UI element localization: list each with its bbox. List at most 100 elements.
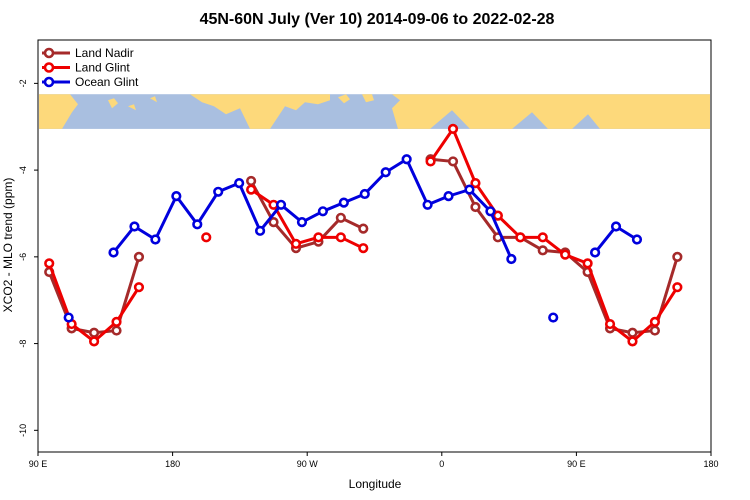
data-point <box>359 188 370 200</box>
y-axis-label: XCO2 - MLO trend (ppm) <box>1 178 15 313</box>
data-point <box>313 232 324 243</box>
data-point <box>133 282 145 293</box>
data-point <box>425 156 436 167</box>
map-land-1 <box>108 98 118 109</box>
x-tick-label: 90 W <box>297 459 319 469</box>
data-point <box>610 221 622 232</box>
legend-label: Land Nadir <box>75 46 134 60</box>
data-point <box>129 221 140 232</box>
world-map-band <box>39 94 710 129</box>
x-tick-label: 180 <box>165 459 180 469</box>
legend-swatch-marker <box>43 76 55 88</box>
data-point <box>604 318 616 330</box>
plot-frame <box>37 39 712 453</box>
data-point <box>234 178 245 189</box>
data-point <box>470 201 481 213</box>
map-land-2 <box>128 104 136 111</box>
data-point <box>88 327 100 338</box>
series-land-glint <box>44 123 683 347</box>
data-point <box>335 232 346 243</box>
data-point <box>537 232 548 243</box>
data-point <box>627 327 638 338</box>
data-point <box>470 178 481 189</box>
y-tick-label: -4 <box>18 166 28 174</box>
y-tick-label: -2 <box>18 79 28 87</box>
x-axis-label: Longitude <box>349 477 402 491</box>
y-tick-label: -10 <box>18 424 28 437</box>
legend-swatch-marker <box>43 47 55 59</box>
plot-axes: 90 E 180 90 W 0 90 E 180 -2 -4 -6 -8 -10 <box>18 39 719 469</box>
data-point <box>380 167 391 178</box>
data-point <box>422 199 433 210</box>
data-point <box>213 186 224 197</box>
series-ocean-glint <box>63 154 643 323</box>
data-point <box>582 258 593 269</box>
data-point <box>627 336 638 347</box>
data-point <box>171 191 182 202</box>
x-tick-label: 0 <box>439 459 444 469</box>
data-point <box>401 154 412 165</box>
legend-item: Land Glint <box>42 61 130 75</box>
map-land-4 <box>190 94 330 129</box>
series-line <box>429 127 679 343</box>
map-land-6 <box>362 94 374 103</box>
map-land-3 <box>150 96 157 103</box>
legend-item: Land Nadir <box>42 46 134 60</box>
data-point <box>268 217 279 228</box>
data-point <box>548 312 559 323</box>
data-point <box>649 316 661 327</box>
data-point <box>589 247 601 258</box>
series-layer <box>44 123 683 347</box>
legend-item: Ocean Glint <box>42 75 139 89</box>
data-point <box>296 217 308 228</box>
chart-title: 45N-60N July (Ver 10) 2014-09-06 to 2022… <box>200 11 555 28</box>
data-point <box>108 247 119 258</box>
data-point <box>537 245 548 256</box>
data-point <box>246 175 257 187</box>
map-land-0 <box>39 94 78 129</box>
y-tick-label: -6 <box>18 253 28 261</box>
data-point <box>63 312 74 323</box>
data-point <box>246 184 257 195</box>
data-point <box>492 210 503 221</box>
data-point <box>88 336 100 347</box>
y-tick-label: -8 <box>18 340 28 348</box>
series-line <box>249 180 364 250</box>
data-point <box>358 243 369 254</box>
data-point <box>443 191 454 202</box>
data-point <box>338 197 349 208</box>
map-land-7 <box>392 94 710 129</box>
legend-swatch-marker <box>43 62 55 73</box>
data-point <box>192 219 203 230</box>
data-point <box>290 238 302 249</box>
data-point <box>111 325 122 336</box>
data-point <box>111 316 122 327</box>
data-point <box>447 156 459 167</box>
x-tick-label: 90 E <box>567 459 586 469</box>
data-point <box>485 206 496 217</box>
series-line <box>47 256 141 335</box>
data-point <box>506 253 517 265</box>
legend-label: Ocean Glint <box>75 75 139 89</box>
data-point <box>515 232 526 243</box>
map-land-5 <box>338 94 350 104</box>
data-point <box>672 282 683 293</box>
data-point <box>254 225 266 236</box>
data-point <box>560 249 571 260</box>
data-point <box>133 251 145 262</box>
data-point <box>275 199 287 210</box>
data-point <box>464 184 475 195</box>
data-point <box>649 325 661 336</box>
x-tick-label: 180 <box>703 459 718 469</box>
data-point <box>150 234 161 245</box>
data-point <box>44 258 55 269</box>
data-point <box>201 232 212 243</box>
data-point <box>317 206 329 217</box>
data-point <box>358 223 369 234</box>
data-point <box>447 123 459 135</box>
data-point <box>335 212 346 223</box>
data-point <box>631 234 643 245</box>
x-tick-label: 90 E <box>29 459 48 469</box>
